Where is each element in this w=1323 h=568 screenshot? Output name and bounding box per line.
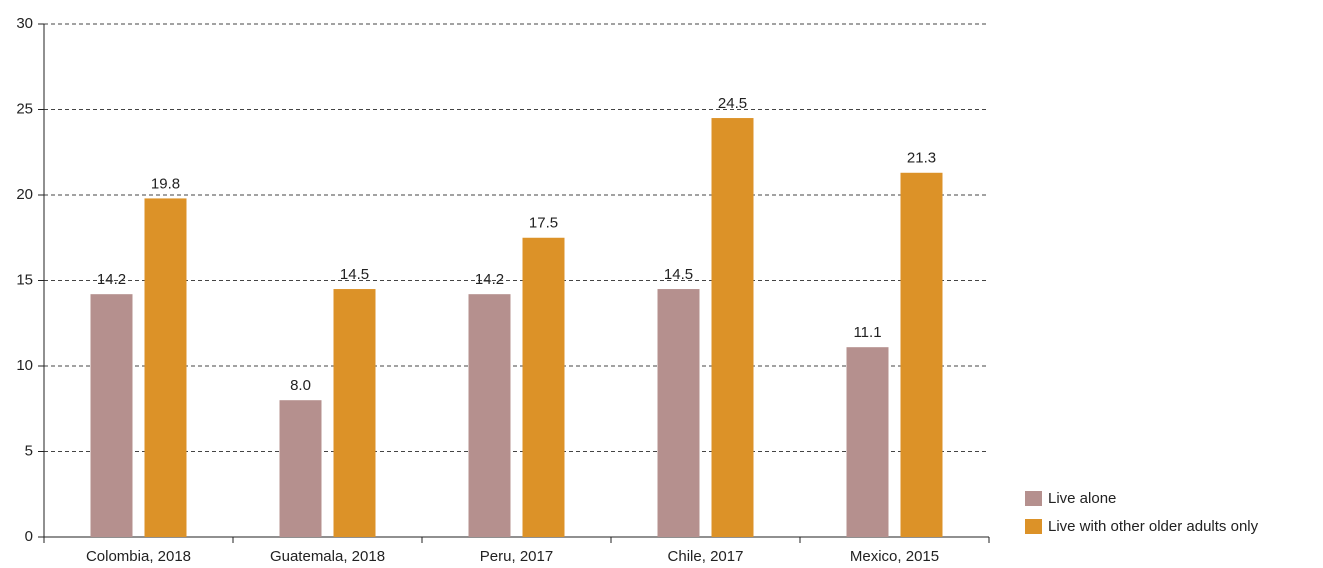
y-tick-label: 5 [25, 442, 33, 459]
value-label: 14.2 [475, 271, 504, 288]
value-label: 8.0 [290, 377, 311, 394]
bar [900, 172, 943, 537]
x-tick-label: Colombia, 2018 [86, 548, 191, 565]
bar [846, 347, 889, 537]
x-tick-label: Peru, 2017 [480, 548, 553, 565]
bar [711, 118, 754, 538]
legend-swatch [1025, 519, 1042, 534]
value-label: 11.1 [853, 324, 881, 341]
bar [333, 289, 376, 537]
bar [144, 198, 187, 538]
value-label: 17.5 [529, 215, 558, 232]
y-tick-label: 30 [16, 15, 33, 32]
y-tick-label: 20 [16, 186, 33, 203]
bar [90, 294, 133, 537]
bar [522, 237, 565, 537]
y-tick-label: 0 [25, 528, 33, 545]
legend-label: Live with other older adults only [1048, 518, 1259, 535]
x-tick-label: Mexico, 2015 [850, 548, 939, 565]
x-tick-label: Chile, 2017 [668, 548, 744, 565]
y-tick-label: 25 [16, 100, 33, 117]
legend-label: Live alone [1048, 490, 1116, 507]
y-tick-label: 15 [16, 271, 33, 288]
x-tick-label: Guatemala, 2018 [270, 548, 385, 565]
value-label: 21.3 [907, 150, 936, 167]
y-tick-label: 10 [16, 357, 33, 374]
bar [279, 400, 322, 537]
value-label: 14.5 [664, 266, 693, 283]
value-label: 14.2 [97, 271, 126, 288]
value-label: 14.5 [340, 266, 369, 283]
value-label: 24.5 [718, 95, 747, 112]
legend-swatch [1025, 491, 1042, 506]
value-label: 19.8 [151, 175, 180, 192]
bar [468, 294, 511, 537]
bar [657, 289, 700, 537]
